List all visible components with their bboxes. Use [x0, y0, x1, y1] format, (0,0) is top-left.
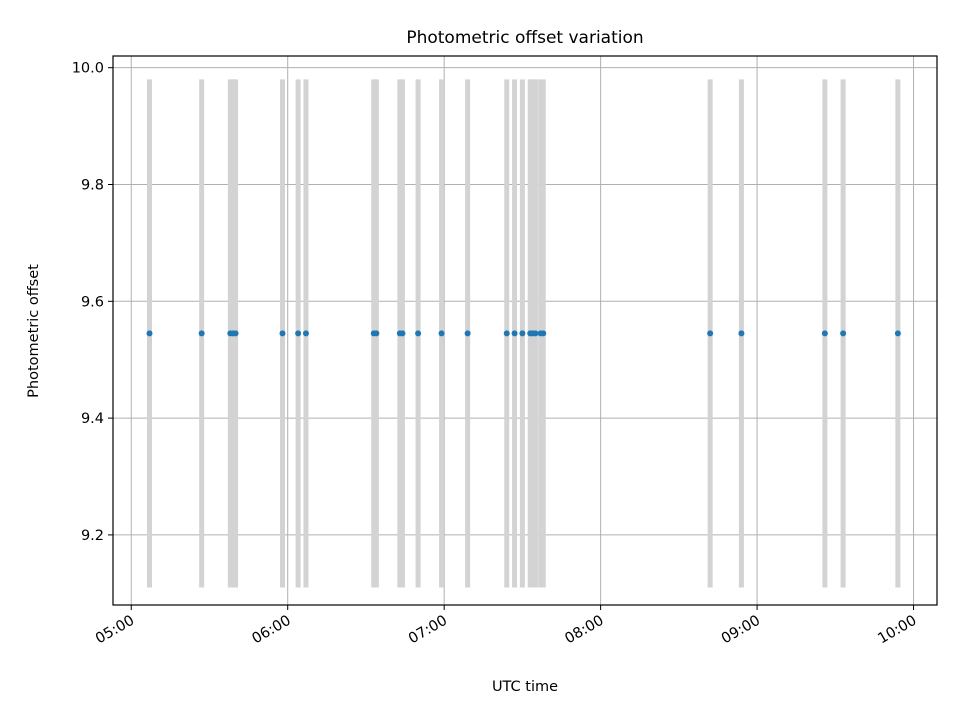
data-point	[279, 330, 286, 337]
data-point	[540, 330, 547, 337]
data-point	[373, 330, 380, 337]
x-axis-label: UTC time	[492, 679, 558, 695]
data-point	[302, 330, 309, 337]
point-group	[146, 330, 901, 337]
y-ticks: 9.2 9.4 9.6 9.8 10.0	[72, 61, 113, 544]
data-point	[464, 330, 471, 337]
y-tick-label: 9.2	[81, 528, 104, 544]
data-point	[519, 330, 526, 337]
data-point	[894, 330, 901, 337]
data-point	[738, 330, 745, 337]
y-tick-label: 9.6	[81, 294, 104, 310]
data-point	[198, 330, 205, 337]
y-tick-label: 10.0	[72, 61, 104, 77]
data-point	[232, 330, 239, 337]
data-point	[438, 330, 445, 337]
data-point	[511, 330, 518, 337]
y-tick-label: 9.8	[81, 177, 104, 193]
data-point	[399, 330, 406, 337]
y-axis-label: Photometric offset	[26, 264, 42, 398]
data-point	[840, 330, 847, 337]
y-tick-label: 9.4	[81, 411, 104, 427]
data-point	[532, 330, 539, 337]
data-point	[503, 330, 510, 337]
grid-lines	[113, 56, 937, 605]
data-point	[295, 330, 302, 337]
chart-title: Photometric offset variation	[406, 28, 643, 48]
data-point	[707, 330, 714, 337]
data-point	[415, 330, 422, 337]
data-point	[821, 330, 828, 337]
data-point	[146, 330, 153, 337]
plot-frame	[112, 55, 938, 606]
